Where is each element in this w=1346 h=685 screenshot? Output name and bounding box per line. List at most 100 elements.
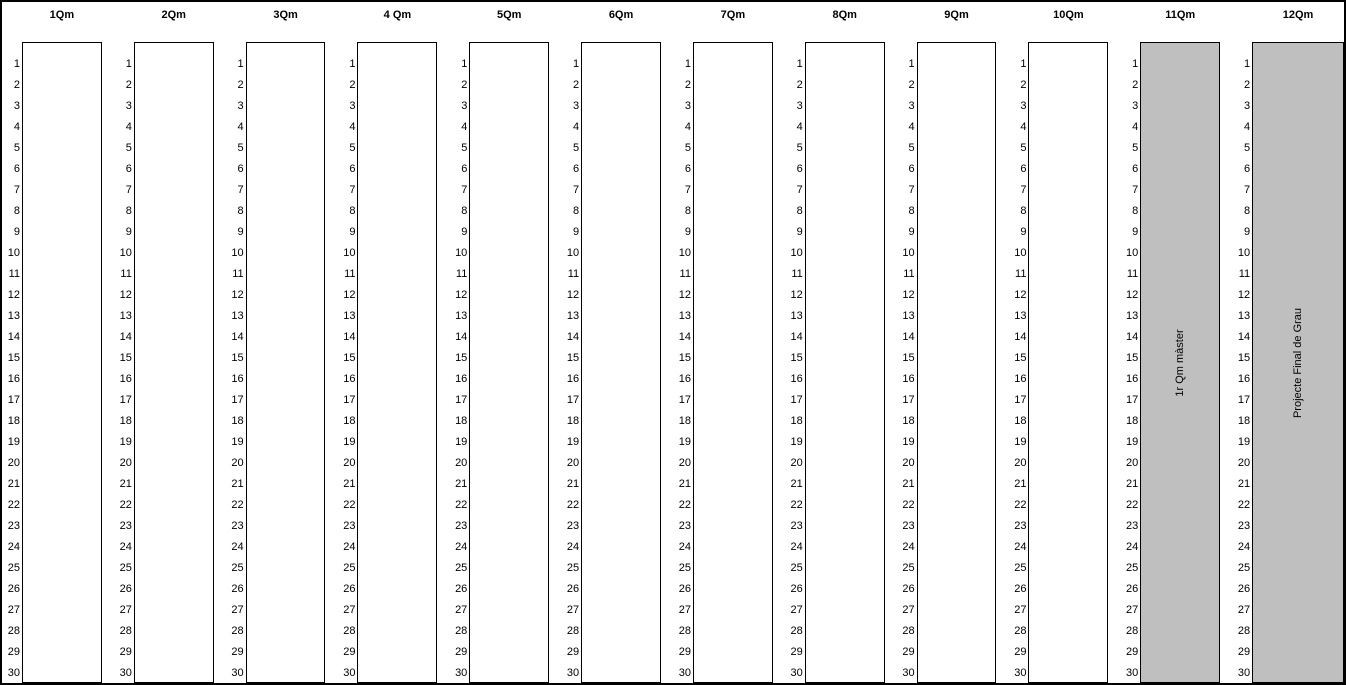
quadrimester-column-body: 1 2 3 4 5 6 7 8 9 10 11 12 13 14 15 16 17 18 19 20 21 22 23 24 2… — [897, 42, 1009, 683]
row-number: 8 — [684, 205, 691, 217]
quadrimester-box — [581, 42, 661, 683]
quadrimester-box — [916, 42, 997, 683]
row-number: 14 — [343, 331, 356, 343]
row-number: 29 — [902, 646, 915, 658]
row-number: 26 — [231, 583, 244, 595]
row-number: 2 — [796, 79, 803, 91]
quadrimester-column-body: 1 2 3 4 5 6 7 8 9 10 11 12 13 14 15 16 17 18 19 20 21 22 23 24 2… — [226, 42, 338, 683]
row-number: 19 — [119, 436, 132, 448]
row-number: 10 — [119, 247, 132, 259]
row-number: 26 — [790, 583, 803, 595]
quadrimester-header: 7Qm — [720, 9, 746, 21]
row-number: 18 — [455, 415, 468, 427]
row-number: 27 — [455, 604, 468, 616]
row-number: 23 — [455, 520, 468, 532]
row-number: 28 — [1014, 625, 1027, 637]
quadrimester-column-body: 1 2 3 4 5 6 7 8 9 10 11 12 13 14 15 16 17 18 19 20 21 22 23 24 2… — [114, 42, 226, 683]
row-number: 24 — [1126, 541, 1139, 553]
row-number: 19 — [566, 436, 580, 448]
quadrimester-column-6qm: 6Qm 1 2 3 4 5 6 7 8 9 10 11 12 13 14 15 16 17 18 19 20 21 22 2… — [561, 2, 673, 683]
row-number: 17 — [231, 394, 244, 406]
row-number: 1 — [1132, 58, 1139, 70]
row-number: 1 — [349, 58, 356, 70]
row-number: 25 — [1237, 562, 1251, 574]
row-number: 23 — [1126, 520, 1139, 532]
row-number: 26 — [678, 583, 691, 595]
row-number: 21 — [902, 478, 915, 490]
row-number: 29 — [1126, 646, 1139, 658]
row-number: 14 — [1014, 331, 1027, 343]
quadrimester-header: 5Qm — [496, 9, 522, 21]
row-number: 21 — [231, 478, 244, 490]
row-number: 9 — [684, 226, 691, 238]
row-number: 16 — [455, 373, 468, 385]
row-number: 2 — [461, 79, 468, 91]
row-number: 21 — [119, 478, 132, 490]
row-number: 9 — [796, 226, 803, 238]
row-number: 14 — [1237, 331, 1251, 343]
row-number: 1 — [13, 58, 20, 70]
row-number: 20 — [566, 457, 580, 469]
row-number: 21 — [1014, 478, 1027, 490]
row-number: 26 — [343, 583, 356, 595]
row-number: 13 — [455, 310, 468, 322]
row-number: 5 — [461, 142, 468, 154]
row-number: 6 — [573, 163, 580, 175]
row-number: 22 — [343, 499, 356, 511]
row-number: 5 — [796, 142, 803, 154]
row-number: 14 — [902, 331, 915, 343]
row-number: 10 — [7, 247, 20, 259]
quadrimester-column-8qm: 8Qm 1 2 3 4 5 6 7 8 9 10 11 12 13 14 15 16 17 18 19 20 21 22 2… — [785, 2, 897, 683]
row-number: 9 — [1020, 226, 1027, 238]
row-number: 15 — [455, 352, 468, 364]
row-number-gutter: 1 2 3 4 5 6 7 8 9 10 11 12 13 14 15 16 17 18 19 20 21 22 23 24 2… — [1232, 42, 1252, 683]
row-number: 23 — [790, 520, 803, 532]
row-number: 5 — [684, 142, 691, 154]
row-number: 22 — [119, 499, 132, 511]
quadrimester-column-10qm: 10Qm 1 2 3 4 5 6 7 8 9 10 11 12 13 14 15 16 17 18 19 20 21 22… — [1008, 2, 1120, 683]
row-number: 7 — [908, 184, 915, 196]
quadrimester-box — [692, 42, 773, 683]
row-number: 22 — [902, 499, 915, 511]
row-number: 28 — [455, 625, 468, 637]
row-number: 6 — [349, 163, 356, 175]
row-number: 18 — [678, 415, 691, 427]
row-number: 9 — [237, 226, 244, 238]
row-number: 13 — [566, 310, 580, 322]
filled-quadrimester-box: 1r Qm màster — [1140, 42, 1221, 683]
row-number: 4 — [349, 121, 356, 133]
row-number: 1 — [461, 58, 468, 70]
row-number: 29 — [455, 646, 468, 658]
row-number: 9 — [1132, 226, 1139, 238]
filled-quadrimester-box: Projecte Final de Grau — [1252, 42, 1344, 683]
row-number: 11 — [8, 268, 20, 280]
row-number: 5 — [13, 142, 20, 154]
quadrimester-column-body: 1 2 3 4 5 6 7 8 9 10 11 12 13 14 15 16 17 18 19 20 21 22 23 24 2… — [1008, 42, 1120, 683]
quadrimester-box — [245, 42, 326, 683]
row-number: 24 — [455, 541, 468, 553]
row-number: 27 — [231, 604, 244, 616]
row-number: 18 — [790, 415, 803, 427]
quadrimester-box — [1028, 42, 1109, 683]
row-number: 16 — [678, 373, 691, 385]
row-number: 10 — [343, 247, 356, 259]
row-number: 26 — [7, 583, 20, 595]
row-number: 6 — [796, 163, 803, 175]
row-number: 14 — [678, 331, 691, 343]
row-number: 29 — [231, 646, 244, 658]
row-number: 9 — [125, 226, 132, 238]
row-number: 17 — [790, 394, 803, 406]
row-number: 6 — [908, 163, 915, 175]
row-number: 13 — [1014, 310, 1027, 322]
quadrimester-column-body: 1 2 3 4 5 6 7 8 9 10 11 12 13 14 15 16 17 18 19 20 21 22 23 24 2… — [449, 42, 561, 683]
row-number: 7 — [684, 184, 691, 196]
row-number: 14 — [455, 331, 468, 343]
row-number: 3 — [908, 100, 915, 112]
row-number: 20 — [678, 457, 691, 469]
row-number: 4 — [1132, 121, 1139, 133]
row-number: 27 — [678, 604, 691, 616]
row-number: 2 — [349, 79, 356, 91]
row-number: 11 — [567, 268, 580, 280]
row-number: 30 — [455, 667, 468, 679]
row-number: 10 — [902, 247, 915, 259]
